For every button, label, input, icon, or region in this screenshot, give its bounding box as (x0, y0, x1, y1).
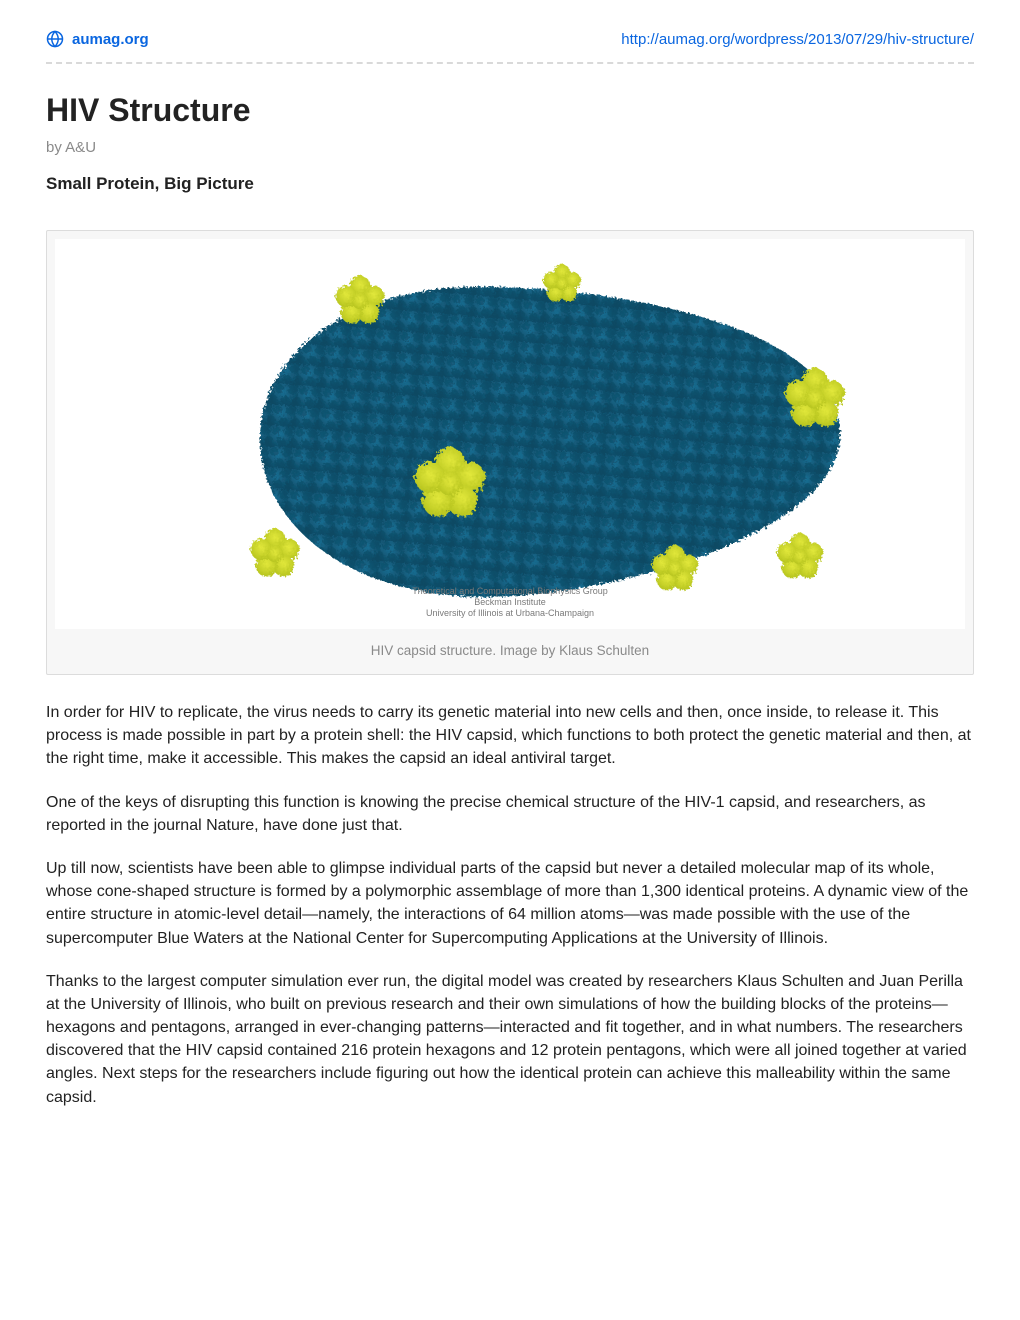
site-brand: aumag.org (46, 30, 149, 48)
article-title: HIV Structure (46, 92, 974, 129)
globe-icon (46, 30, 64, 48)
figure-caption: HIV capsid structure. Image by Klaus Sch… (55, 629, 965, 666)
capsid-image: Theoretical and Computational Biophysics… (55, 239, 965, 629)
permalink[interactable]: http://aumag.org/wordpress/2013/07/29/hi… (621, 31, 974, 48)
site-name-link[interactable]: aumag.org (72, 31, 149, 48)
body-paragraph: One of the keys of disrupting this funct… (46, 791, 974, 837)
capsid-figure: Theoretical and Computational Biophysics… (46, 230, 974, 675)
body-paragraph: Thanks to the largest computer simulatio… (46, 970, 974, 1109)
body-paragraph: Up till now, scientists have been able t… (46, 857, 974, 950)
article-subhead: Small Protein, Big Picture (46, 174, 974, 194)
image-credit-line-2: Beckman Institute (474, 597, 546, 607)
body-paragraph: In order for HIV to replicate, the virus… (46, 701, 974, 771)
page-container: aumag.org http://aumag.org/wordpress/201… (0, 0, 1020, 1159)
byline: by A&U (46, 139, 974, 156)
top-bar: aumag.org http://aumag.org/wordpress/201… (46, 30, 974, 64)
image-credit-line-3: University of Illinois at Urbana-Champai… (426, 608, 594, 618)
image-credit-line-1: Theoretical and Computational Biophysics… (412, 586, 608, 596)
